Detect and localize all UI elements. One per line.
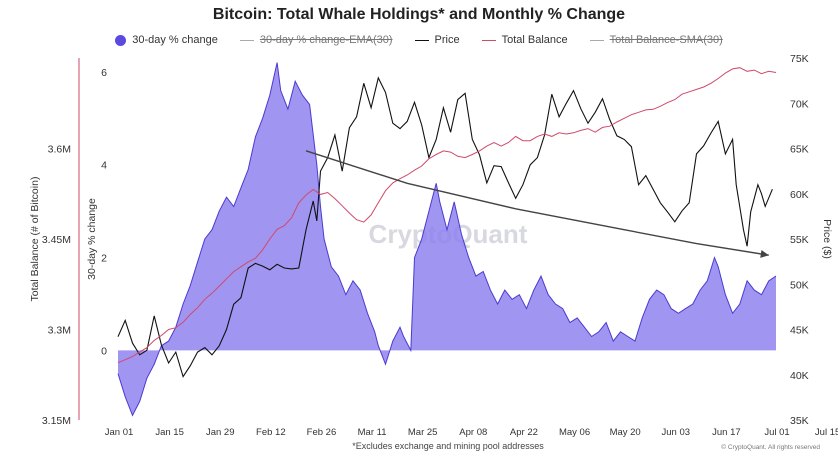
price-tick-label: 35K bbox=[790, 415, 809, 427]
price-tick-label: 45K bbox=[790, 325, 809, 337]
balance-tick-label: 3.6M bbox=[48, 144, 71, 156]
chart-title: Bitcoin: Total Whale Holdings* and Month… bbox=[212, 6, 626, 23]
balance-tick-label: 3.45M bbox=[42, 234, 71, 246]
x-tick-label: Jan 29 bbox=[206, 427, 235, 438]
legend-item[interactable]: Total Balance bbox=[481, 34, 568, 46]
x-tick-label: Mar 11 bbox=[358, 427, 387, 438]
x-tick-label: May 06 bbox=[559, 427, 590, 438]
legend-item[interactable]: Price bbox=[414, 34, 460, 46]
legend-marker bbox=[481, 39, 496, 41]
pct-tick-label: 4 bbox=[101, 160, 107, 172]
x-tick-label: May 20 bbox=[610, 427, 641, 438]
footnote: *Excludes exchange and mining pool addre… bbox=[352, 441, 544, 451]
legend-marker bbox=[414, 39, 429, 41]
balance-tick-label: 3.3M bbox=[48, 325, 71, 337]
copyright: © CryptoQuant. All rights reserved bbox=[721, 443, 820, 451]
series-line-pct-change bbox=[117, 62, 777, 417]
legend-item[interactable]: Total Balance-SMA(30) bbox=[589, 34, 723, 46]
chart-legend: 30-day % change 30-day % change-EMA(30) Pr… bbox=[0, 32, 838, 48]
legend-label: Price bbox=[434, 34, 460, 46]
x-tick-label: Feb 12 bbox=[256, 427, 286, 438]
balance-axis-title: Total Balance (# of Bitcoin) bbox=[29, 177, 41, 302]
price-tick-label: 50K bbox=[790, 279, 809, 291]
x-tick-label: Jan 15 bbox=[155, 427, 184, 438]
legend-label: Total Balance bbox=[501, 34, 568, 46]
price-tick-label: 55K bbox=[790, 234, 809, 246]
x-tick-label: Jun 03 bbox=[662, 427, 691, 438]
legend-item[interactable]: 30-day % change bbox=[115, 34, 218, 46]
series-line-total-balance bbox=[117, 67, 777, 364]
pct-tick-label: 2 bbox=[101, 253, 107, 265]
series-group bbox=[117, 62, 777, 417]
price-axis-title: Price ($) bbox=[821, 219, 833, 259]
legend-label: Total Balance-SMA(30) bbox=[609, 34, 723, 46]
x-tick-label: Apr 08 bbox=[459, 427, 487, 438]
legend-item[interactable]: 30-day % change-EMA(30) bbox=[239, 34, 393, 46]
legend-marker bbox=[239, 39, 254, 41]
price-tick-label: 70K bbox=[790, 98, 809, 110]
price-tick-label: 60K bbox=[790, 189, 809, 201]
x-tick-label: Mar 25 bbox=[408, 427, 438, 438]
series-area-pct-change bbox=[118, 62, 776, 416]
price-tick-label: 65K bbox=[790, 144, 809, 156]
trend-arrow-line bbox=[305, 150, 769, 256]
pct-tick-label: 6 bbox=[101, 67, 107, 79]
pct-tick-label: 0 bbox=[101, 345, 107, 357]
price-tick-label: 75K bbox=[790, 53, 809, 65]
x-tick-label: Jun 17 bbox=[712, 427, 741, 438]
legend-label: 30-day % change-EMA(30) bbox=[259, 34, 393, 46]
legend-marker bbox=[115, 34, 127, 46]
x-tick-label: Jul 15 bbox=[815, 427, 838, 438]
balance-tick-label: 3.15M bbox=[42, 415, 71, 427]
pct-axis-title: 30-day % change bbox=[86, 198, 98, 280]
legend-label: 30-day % change bbox=[132, 34, 218, 46]
trend-arrow-head bbox=[760, 250, 769, 258]
series-line-price bbox=[117, 76, 773, 378]
x-tick-label: Jul 01 bbox=[764, 427, 789, 438]
x-tick-label: Feb 26 bbox=[307, 427, 337, 438]
legend-marker bbox=[589, 39, 604, 41]
x-tick-label: Jan 01 bbox=[105, 427, 134, 438]
price-tick-label: 40K bbox=[790, 370, 809, 382]
x-tick-label: Apr 22 bbox=[510, 427, 538, 438]
